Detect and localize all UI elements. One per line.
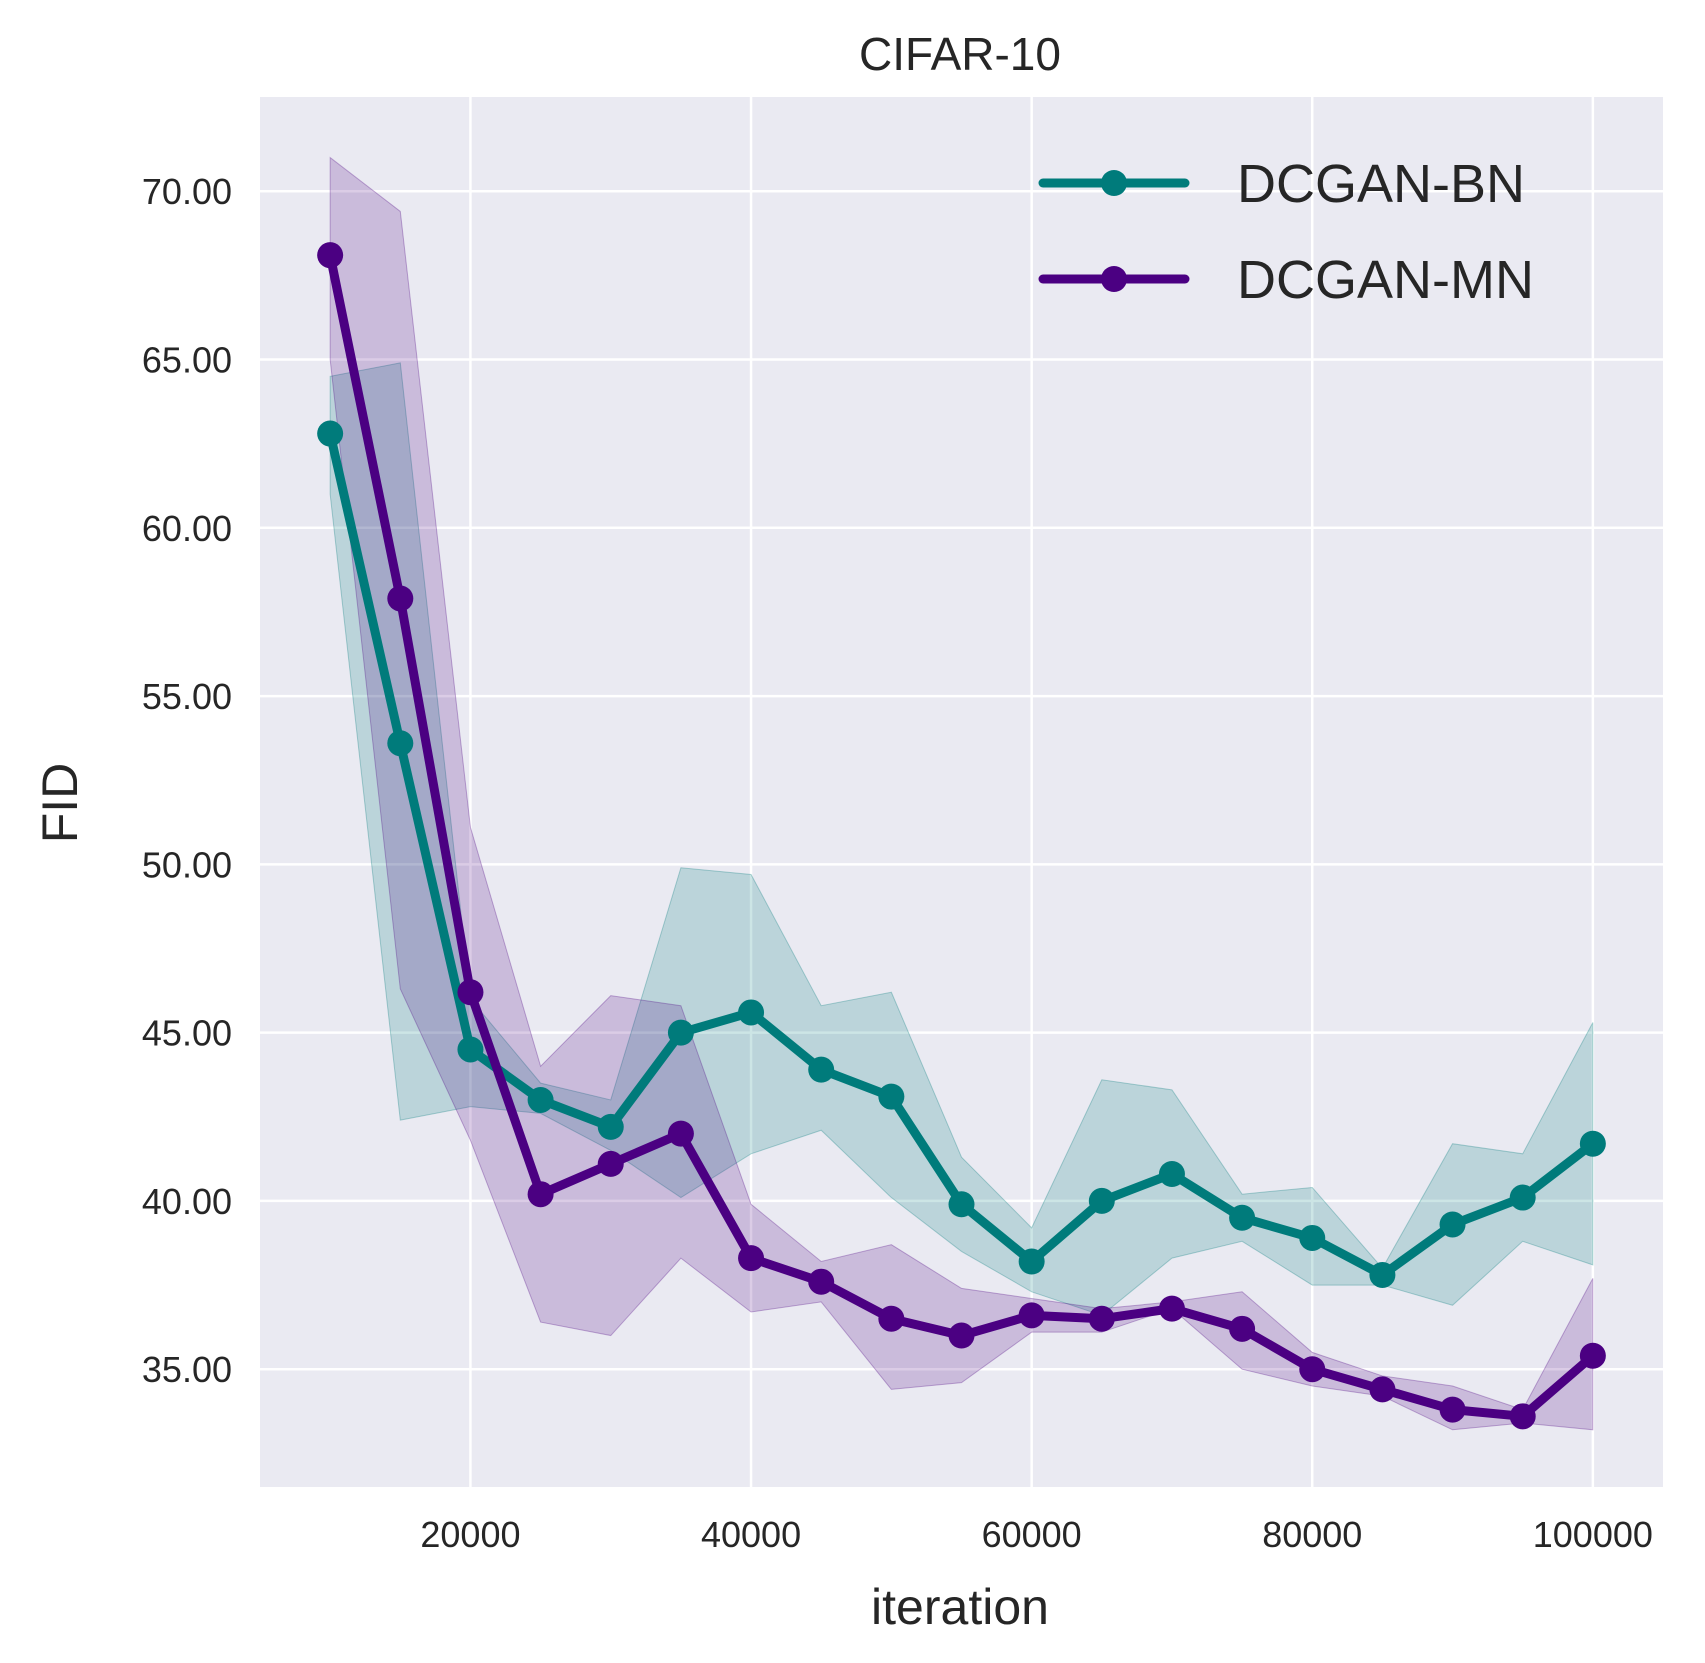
data-point-dcgan-bn xyxy=(317,420,344,447)
y-tick-label: 35.00 xyxy=(142,1349,232,1390)
x-tick-label: 40000 xyxy=(701,1514,801,1555)
grid-lines xyxy=(260,97,1663,1487)
data-point-dcgan-bn xyxy=(527,1086,554,1113)
data-point-dcgan-bn xyxy=(667,1019,694,1046)
data-point-dcgan-mn xyxy=(1509,1403,1536,1430)
data-point-dcgan-bn xyxy=(738,999,765,1026)
legend-marker-dcgan-mn xyxy=(1101,266,1127,292)
y-tick-label: 40.00 xyxy=(142,1181,232,1222)
x-tick-label: 80000 xyxy=(1262,1514,1362,1555)
data-point-dcgan-mn xyxy=(597,1150,624,1177)
data-point-dcgan-mn xyxy=(738,1245,765,1272)
legend-label-dcgan-mn: DCGAN-MN xyxy=(1237,250,1534,310)
x-tick-label: 60000 xyxy=(982,1514,1082,1555)
y-tick-label: 70.00 xyxy=(142,171,232,212)
data-point-dcgan-mn xyxy=(317,242,344,269)
data-point-dcgan-mn xyxy=(1018,1302,1045,1329)
data-point-dcgan-mn xyxy=(808,1268,835,1295)
confidence-band-dcgan-mn xyxy=(329,156,1594,1431)
data-point-dcgan-bn xyxy=(457,1036,484,1063)
data-point-dcgan-bn xyxy=(1158,1160,1185,1187)
y-axis-label: FID xyxy=(32,763,88,844)
data-point-dcgan-mn xyxy=(948,1322,975,1349)
data-point-dcgan-bn xyxy=(387,730,414,757)
y-tick-label: 45.00 xyxy=(142,1013,232,1054)
data-point-dcgan-bn xyxy=(808,1056,835,1083)
data-point-dcgan-mn xyxy=(1229,1315,1256,1342)
data-point-dcgan-mn xyxy=(1158,1295,1185,1322)
data-point-dcgan-bn xyxy=(1018,1248,1045,1275)
data-point-dcgan-bn xyxy=(1509,1184,1536,1211)
data-point-dcgan-mn xyxy=(1369,1376,1396,1403)
y-tick-label: 60.00 xyxy=(142,508,232,549)
data-point-dcgan-mn xyxy=(1579,1342,1606,1369)
data-point-dcgan-bn xyxy=(1579,1130,1606,1157)
y-tick-label: 65.00 xyxy=(142,340,232,381)
plot-area xyxy=(260,97,1663,1487)
y-tick-label: 55.00 xyxy=(142,676,232,717)
legend-marker-dcgan-bn xyxy=(1101,170,1127,196)
x-axis-ticks: 20000 40000 60000 80000 100000 xyxy=(420,1514,1653,1555)
data-point-dcgan-mn xyxy=(1299,1356,1326,1383)
y-axis-ticks: 35.00 40.00 45.00 50.00 55.00 60.00 65.00 70.00 xyxy=(142,171,232,1390)
data-point-dcgan-bn xyxy=(1439,1211,1466,1238)
data-point-dcgan-bn xyxy=(1299,1224,1326,1251)
data-point-dcgan-mn xyxy=(878,1305,905,1332)
x-tick-label: 20000 xyxy=(420,1514,520,1555)
data-point-dcgan-mn xyxy=(1088,1305,1115,1332)
data-point-dcgan-bn xyxy=(878,1083,905,1110)
series-markers xyxy=(317,242,1606,1430)
data-point-dcgan-bn xyxy=(1369,1261,1396,1288)
y-tick-label: 50.00 xyxy=(142,844,232,885)
data-point-dcgan-mn xyxy=(527,1181,554,1208)
legend: DCGAN-BN DCGAN-MN xyxy=(1038,154,1534,310)
data-point-dcgan-mn xyxy=(667,1120,694,1147)
data-point-dcgan-mn xyxy=(1439,1396,1466,1423)
data-point-dcgan-mn xyxy=(387,585,414,612)
data-point-dcgan-bn xyxy=(1088,1187,1115,1214)
data-point-dcgan-bn xyxy=(1229,1204,1256,1231)
chart-title: CIFAR-10 xyxy=(859,28,1061,80)
data-point-dcgan-bn xyxy=(597,1113,624,1140)
x-tick-label: 100000 xyxy=(1533,1514,1653,1555)
legend-label-dcgan-bn: DCGAN-BN xyxy=(1237,154,1525,214)
data-point-dcgan-bn xyxy=(948,1191,975,1218)
x-axis-label: iteration xyxy=(871,1579,1049,1635)
data-point-dcgan-mn xyxy=(457,979,484,1006)
